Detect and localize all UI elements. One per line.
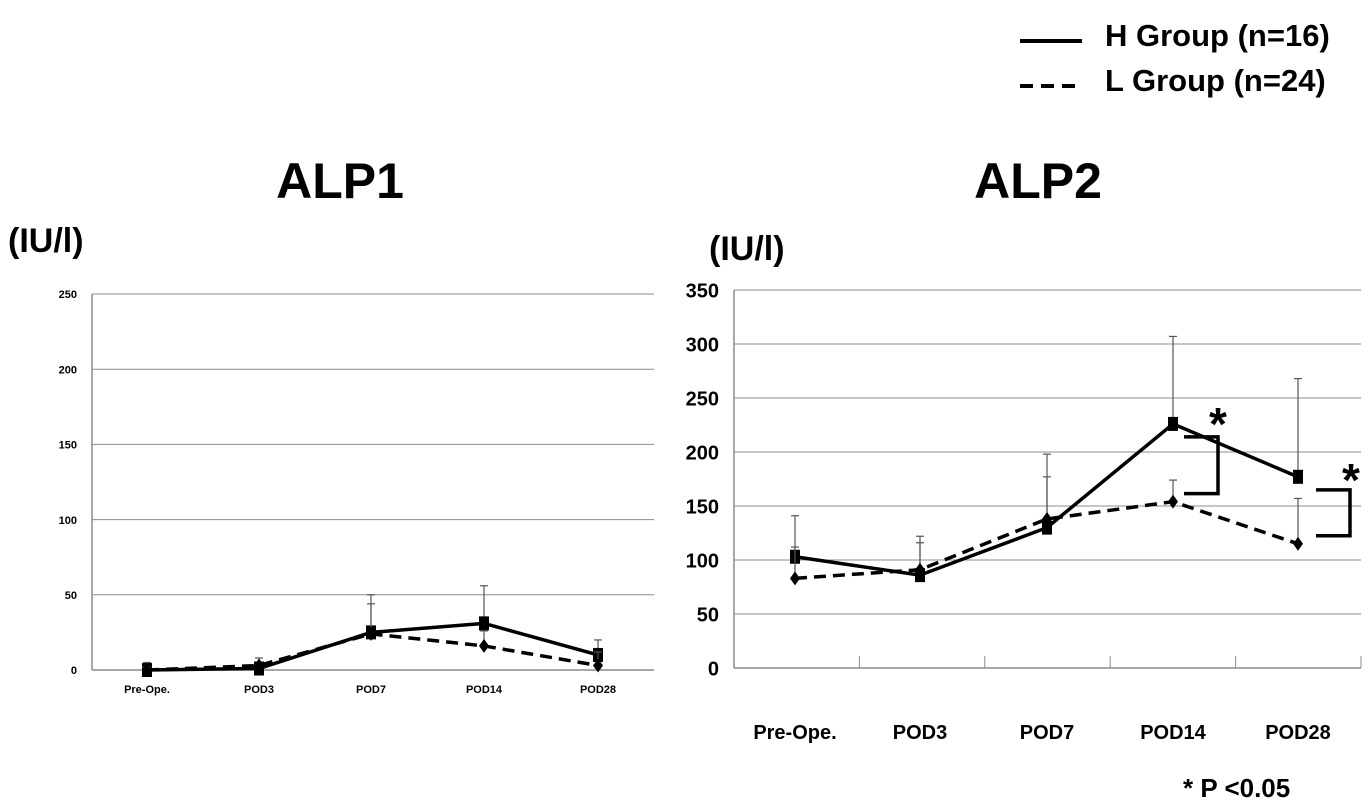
x-tick-label: Pre-Ope. — [753, 722, 836, 744]
data-point-l-group — [593, 658, 603, 673]
y-tick-label: 100 — [59, 515, 77, 527]
data-point-l-group — [1042, 511, 1052, 526]
data-point-h-group — [1293, 469, 1303, 484]
y-tick-label: 300 — [686, 335, 719, 357]
x-tick-label: POD7 — [1020, 722, 1074, 744]
data-point-l-group — [790, 571, 800, 586]
legend-label-l-group: L Group (n=24) — [1105, 63, 1326, 98]
x-tick-label: POD14 — [466, 684, 503, 696]
data-point-h-group — [1168, 416, 1178, 431]
x-tick-label: Pre-Ope. — [124, 684, 170, 696]
data-point-l-group — [142, 663, 152, 677]
data-point-l-group — [915, 562, 925, 577]
x-tick-label: POD14 — [1140, 722, 1206, 744]
y-tick-label: 0 — [708, 659, 719, 681]
x-tick-label: POD28 — [580, 684, 616, 696]
chart-title-alp1: ALP1 — [276, 153, 404, 209]
y-tick-label: 150 — [59, 440, 77, 452]
x-tick-label: POD3 — [893, 722, 947, 744]
legend-label-h-group: H Group (n=16) — [1105, 18, 1330, 53]
significance-bracket — [1184, 435, 1220, 496]
y-tick-label: 100 — [686, 551, 719, 573]
y-tick-label: 350 — [686, 281, 719, 303]
y-tick-label: 250 — [59, 289, 77, 301]
legend: H Group (n=16) L Group (n=24) — [1020, 18, 1330, 98]
data-point-h-group — [479, 616, 489, 631]
data-point-l-group — [1168, 494, 1178, 509]
series-line-l-group — [794, 499, 1299, 581]
data-point-l-group — [479, 638, 489, 653]
significance-footnote: * P <0.05 — [1183, 773, 1290, 803]
significance-star: * — [1342, 454, 1360, 506]
y-axis-unit-alp1: (IU/l) — [8, 222, 84, 260]
y-tick-label: 200 — [59, 364, 77, 376]
significance-star: * — [1209, 398, 1227, 450]
y-tick-label: 50 — [65, 590, 77, 602]
y-tick-label: 50 — [697, 605, 719, 627]
significance-bracket — [1316, 488, 1352, 538]
data-point-l-group — [366, 626, 376, 641]
x-tick-label: POD3 — [244, 684, 274, 696]
y-axis-unit-alp2: (IU/l) — [709, 230, 785, 268]
y-tick-label: 200 — [686, 443, 719, 465]
data-point-l-group — [254, 658, 264, 673]
x-tick-label: POD28 — [1265, 722, 1331, 744]
y-tick-label: 0 — [71, 665, 77, 677]
plot-alp1: 0 50 100 150 200 250 Pre-Ope. POD3 POD7 POD14 POD2… — [59, 289, 654, 696]
data-point-l-group — [1293, 536, 1303, 551]
chart-title-alp2: ALP2 — [974, 153, 1102, 209]
y-tick-label: 150 — [686, 497, 719, 519]
plot-alp2: 0 50 100 150 200 250 300 350 Pre-Ope. POD3 POD7 POD… — [686, 281, 1362, 744]
x-tick-label: POD7 — [356, 684, 386, 696]
data-point-h-group — [1042, 520, 1052, 535]
y-tick-label: 250 — [686, 389, 719, 411]
